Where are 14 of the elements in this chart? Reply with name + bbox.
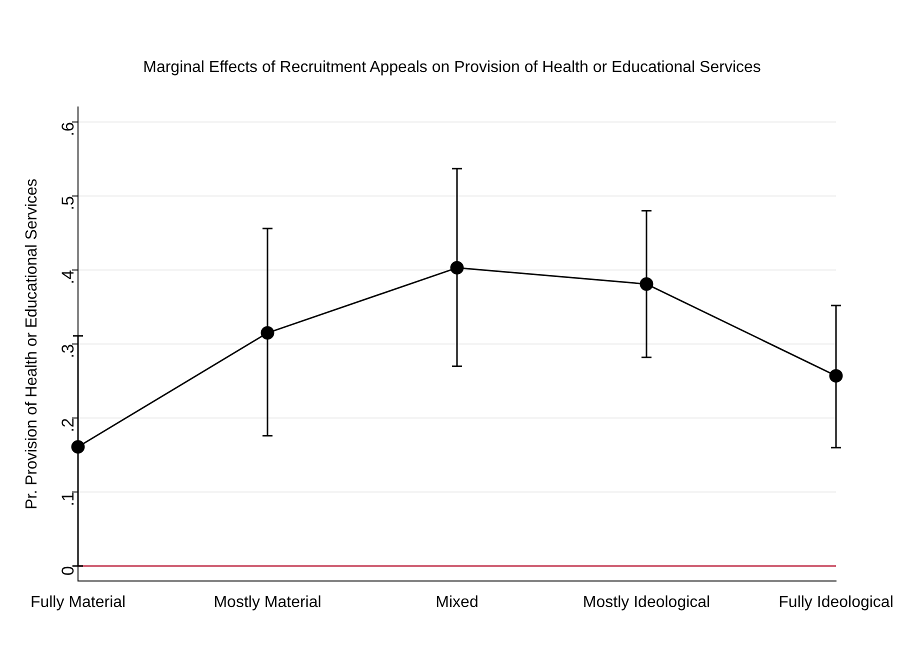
y-tick-label: 0 <box>58 566 78 576</box>
x-tick-label: Mostly Material <box>214 594 322 611</box>
y-tick-label: .1 <box>58 492 78 506</box>
y-axis-title: Pr. Provision of Health or Educational Services <box>23 178 40 510</box>
y-tick-label: .6 <box>58 122 78 136</box>
x-tick-label: Mostly Ideological <box>582 594 710 611</box>
y-tick-label: .4 <box>58 270 78 284</box>
y-tick-label: .5 <box>58 196 78 210</box>
x-tick-label: Fully Ideological <box>778 594 894 611</box>
chart-title: Marginal Effects of Recruitment Appeals on Provision of Health or Educational Services <box>143 59 761 76</box>
y-tick-label: .2 <box>58 418 78 432</box>
x-tick-label: Mixed <box>436 594 478 611</box>
y-tick-label: .3 <box>58 344 78 358</box>
x-tick-label: Fully Material <box>30 594 126 611</box>
